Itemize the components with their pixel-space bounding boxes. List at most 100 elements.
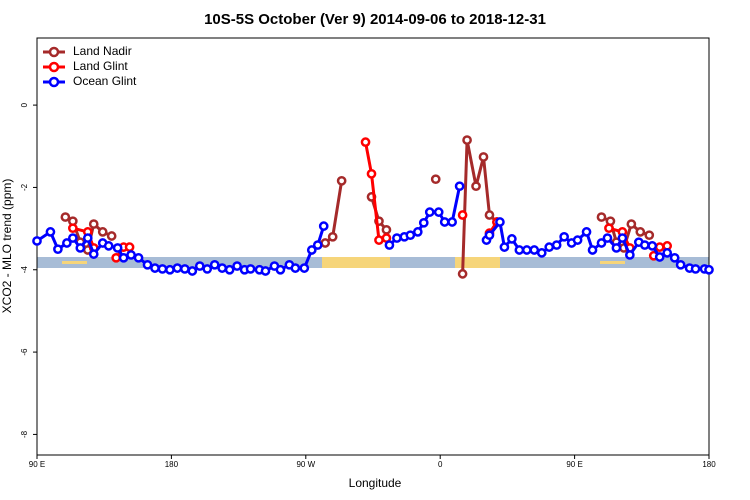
data-point — [106, 231, 117, 241]
data-point — [306, 245, 317, 255]
legend-marker — [48, 61, 60, 73]
data-point — [572, 235, 583, 245]
legend-label: Land Glint — [73, 59, 128, 73]
data-point — [194, 261, 205, 271]
y-tick-label: -2 — [20, 183, 29, 191]
data-point — [430, 174, 441, 185]
data-point — [544, 242, 555, 252]
data-point — [97, 227, 108, 237]
data-point — [551, 240, 562, 250]
data-point — [67, 223, 78, 234]
data-point — [457, 210, 468, 220]
x-tick-label: 90 E — [29, 460, 45, 469]
x-tick-label: 90 E — [566, 460, 582, 469]
data-point — [75, 243, 86, 253]
data-point — [157, 264, 168, 274]
data-point — [611, 243, 622, 253]
land-strip — [322, 257, 390, 268]
y-tick-label: -4 — [20, 266, 29, 274]
data-point — [103, 241, 114, 251]
data-point — [172, 263, 183, 273]
data-point — [495, 217, 505, 227]
data-point — [245, 264, 256, 274]
data-point — [704, 264, 714, 275]
data-point — [133, 252, 144, 263]
data-point — [478, 152, 489, 162]
data-point — [669, 252, 680, 263]
data-point — [126, 250, 136, 260]
series-line — [64, 139, 650, 274]
data-point — [439, 217, 450, 227]
data-point — [596, 238, 607, 248]
data-point — [484, 230, 495, 241]
data-point — [67, 233, 78, 243]
data-point — [32, 236, 42, 246]
data-point — [217, 263, 228, 273]
data-point — [654, 242, 665, 252]
x-tick-label: 90 W — [296, 460, 315, 469]
data-point — [318, 221, 329, 231]
data-point — [635, 227, 646, 237]
x-tick-label: 180 — [702, 460, 716, 469]
data-point — [602, 233, 613, 243]
data-point — [447, 217, 457, 227]
data-point — [88, 219, 99, 229]
data-point — [202, 264, 213, 274]
data-point — [111, 252, 121, 263]
data-point — [626, 219, 637, 229]
y-tick-label: 0 — [20, 102, 29, 107]
land-strip — [62, 261, 87, 264]
map-strip — [37, 257, 709, 268]
data-point — [690, 264, 701, 274]
data-point — [384, 240, 395, 250]
legend-label: Land Nadir — [73, 44, 132, 58]
data-point — [529, 245, 540, 255]
data-point — [521, 245, 532, 255]
data-point — [88, 249, 99, 259]
data-point — [457, 269, 468, 279]
data-point — [179, 264, 190, 274]
data-point — [374, 235, 384, 245]
data-point — [165, 264, 175, 275]
data-point — [150, 263, 160, 273]
data-point — [381, 224, 392, 235]
data-point — [124, 242, 135, 252]
data-point — [644, 230, 655, 241]
data-point — [596, 212, 607, 222]
data-point — [581, 227, 592, 237]
data-point — [275, 264, 286, 275]
y-axis-label: XCO2 - MLO trend (ppm) — [0, 179, 14, 314]
data-point — [112, 243, 123, 253]
data-point — [118, 252, 129, 263]
data-point — [405, 230, 416, 241]
data-point — [647, 241, 658, 251]
data-point — [559, 231, 569, 242]
land-strip — [455, 257, 500, 268]
data-point — [336, 175, 347, 186]
plot-frame — [36, 37, 710, 456]
data-point — [232, 261, 242, 271]
data-point — [299, 263, 310, 273]
y-tick-label: -8 — [20, 430, 29, 438]
data-point — [418, 217, 429, 228]
chart-title: 10S-5S October (Ver 9) 2014-09-06 to 201… — [204, 11, 546, 28]
data-point — [312, 240, 323, 250]
data-point — [639, 240, 650, 250]
data-point — [260, 266, 271, 276]
legend-label: Ocean Glint — [73, 74, 137, 88]
data-point — [604, 223, 614, 234]
data-point — [507, 234, 517, 244]
legend-marker — [48, 46, 60, 58]
data-point — [209, 259, 220, 270]
data-point — [360, 137, 371, 147]
data-point — [320, 238, 331, 248]
data-point — [327, 231, 338, 242]
data-point — [675, 259, 686, 270]
data-point — [625, 250, 635, 260]
x-tick-label: 180 — [165, 460, 179, 469]
data-point — [662, 248, 673, 258]
data-point — [433, 207, 444, 217]
data-point — [62, 238, 72, 248]
